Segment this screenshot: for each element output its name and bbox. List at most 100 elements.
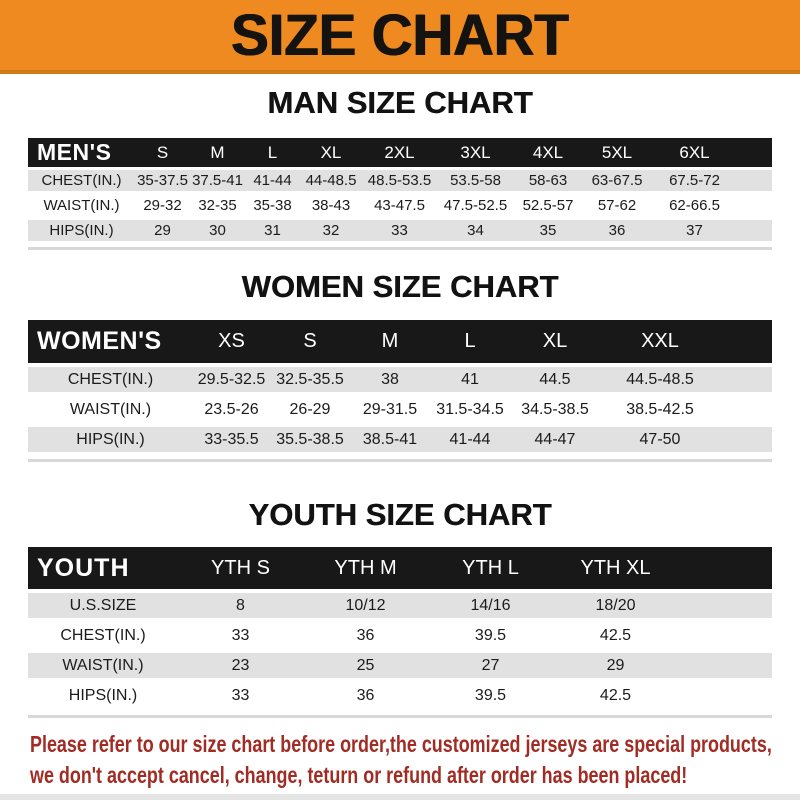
youth-section-heading: YOUTH SIZE CHART [248,497,552,532]
youth-column-header: YTH XL [553,547,678,591]
men-row-label: CHEST(IN.) [28,167,135,195]
disclaimer-line-2: we don't accept cancel, change, teturn o… [30,762,688,788]
men-cell: 33 [362,218,437,245]
men-column-header: XL [300,138,362,169]
women-cell-spacer [720,394,772,427]
youth-row-hipsin: HIPS(IN.) 33 36 39.5 42.5 [28,680,772,713]
youth-cell-spacer [678,589,772,623]
men-cell: 58-63 [514,167,582,195]
disclaimer-line-1: Please refer to our size chart before or… [30,731,772,757]
men-cell: 29-32 [135,193,190,220]
youth-cell: 33 [178,620,303,653]
youth-cell: 39.5 [428,680,553,713]
men-cell-spacer [737,218,772,245]
women-cell: 44.5 [510,363,600,397]
women-table-divider [28,459,772,462]
disclaimer-text: Please refer to our size chart before or… [0,729,800,791]
men-cell: 30 [190,218,245,245]
men-size-table: MEN'S S M L XL 2XL 3XL 4XL 5XL 6XL CHEST(IN.) 35-37… [28,138,772,245]
youth-cell: 42.5 [553,680,678,713]
men-column-header: 6XL [652,138,737,169]
men-cell: 47.5-52.5 [437,193,514,220]
women-column-header: S [270,320,350,365]
men-table-divider [28,247,772,250]
women-cell: 38.5-42.5 [600,394,720,427]
women-cell-spacer [720,363,772,397]
women-cell: 31.5-34.5 [430,394,510,427]
women-cell: 35.5-38.5 [270,424,350,457]
women-cell: 38 [350,363,430,397]
women-row-label: HIPS(IN.) [28,424,193,457]
youth-cell: 36 [303,680,428,713]
youth-row-ussize: U.S.SIZE 8 10/12 14/16 18/20 [28,589,772,623]
men-cell: 37.5-41 [190,167,245,195]
men-column-header: 4XL [514,138,582,169]
women-row-label: CHEST(IN.) [28,363,193,397]
youth-row-label: WAIST(IN.) [28,650,178,683]
women-row-waistin: WAIST(IN.) 23.5-26 26-29 29-31.5 31.5-34.5 34… [28,394,772,427]
men-row-label: HIPS(IN.) [28,218,135,245]
women-header-row: WOMEN'S XS S M L XL XXL [28,320,772,365]
women-column-header: M [350,320,430,365]
women-cell: 44-47 [510,424,600,457]
youth-cell-spacer [678,680,772,713]
women-cell: 26-29 [270,394,350,427]
youth-column-header: YTH M [303,547,428,591]
men-cell: 37 [652,218,737,245]
men-cell: 43-47.5 [362,193,437,220]
men-header-spacer [737,138,772,169]
women-cell: 38.5-41 [350,424,430,457]
men-row-chestin: CHEST(IN.) 35-37.5 37.5-41 41-44 44-48.5 48.5… [28,167,772,195]
women-size-table: WOMEN'S XS S M L XL XXL CHEST(IN.) 29.5-32.5 32.5… [28,320,772,457]
youth-cell: 36 [303,620,428,653]
youth-row-waistin: WAIST(IN.) 23 25 27 29 [28,650,772,683]
women-cell: 32.5-35.5 [270,363,350,397]
youth-column-header: YTH L [428,547,553,591]
men-cell: 36 [582,218,652,245]
women-cell-spacer [720,424,772,457]
youth-cell-spacer [678,620,772,653]
women-header-spacer [720,320,772,365]
youth-size-table: YOUTH YTH S YTH M YTH L YTH XL U.S.SIZE 8 10/12… [28,547,772,713]
men-cell: 38-43 [300,193,362,220]
men-column-header: L [245,138,300,169]
women-cell: 23.5-26 [193,394,270,427]
women-cell: 29.5-32.5 [193,363,270,397]
women-cell: 29-31.5 [350,394,430,427]
men-cell: 44-48.5 [300,167,362,195]
men-cell: 41-44 [245,167,300,195]
men-cell: 34 [437,218,514,245]
men-column-header: 5XL [582,138,652,169]
women-cell: 44.5-48.5 [600,363,720,397]
women-cell: 34.5-38.5 [510,394,600,427]
men-cell: 63-67.5 [582,167,652,195]
youth-row-chestin: CHEST(IN.) 33 36 39.5 42.5 [28,620,772,653]
women-row-chestin: CHEST(IN.) 29.5-32.5 32.5-35.5 38 41 44.5 44.5… [28,363,772,397]
women-column-header: XXL [600,320,720,365]
men-cell: 62-66.5 [652,193,737,220]
women-section-heading: WOMEN SIZE CHART [241,269,559,304]
men-column-header: S [135,138,190,169]
youth-column-header: YTH S [178,547,303,591]
men-cell: 35 [514,218,582,245]
women-cell: 41-44 [430,424,510,457]
men-column-header: M [190,138,245,169]
women-row-hipsin: HIPS(IN.) 33-35.5 35.5-38.5 38.5-41 41-44 44-… [28,424,772,457]
bottom-edge-strip [0,794,800,800]
youth-cell: 29 [553,650,678,683]
men-cell: 31 [245,218,300,245]
women-cell: 33-35.5 [193,424,270,457]
men-cell: 32 [300,218,362,245]
youth-row-label: HIPS(IN.) [28,680,178,713]
youth-corner-label: YOUTH [28,547,178,591]
men-cell: 52.5-57 [514,193,582,220]
banner-title: SIZE CHART [231,2,569,68]
men-cell: 48.5-53.5 [362,167,437,195]
men-cell-spacer [737,193,772,220]
women-cell: 47-50 [600,424,720,457]
youth-header-row: YOUTH YTH S YTH M YTH L YTH XL [28,547,772,591]
men-cell: 57-62 [582,193,652,220]
men-row-hipsin: HIPS(IN.) 29 30 31 32 33 34 35 36 37 [28,218,772,245]
men-cell-spacer [737,167,772,195]
men-row-label: WAIST(IN.) [28,193,135,220]
